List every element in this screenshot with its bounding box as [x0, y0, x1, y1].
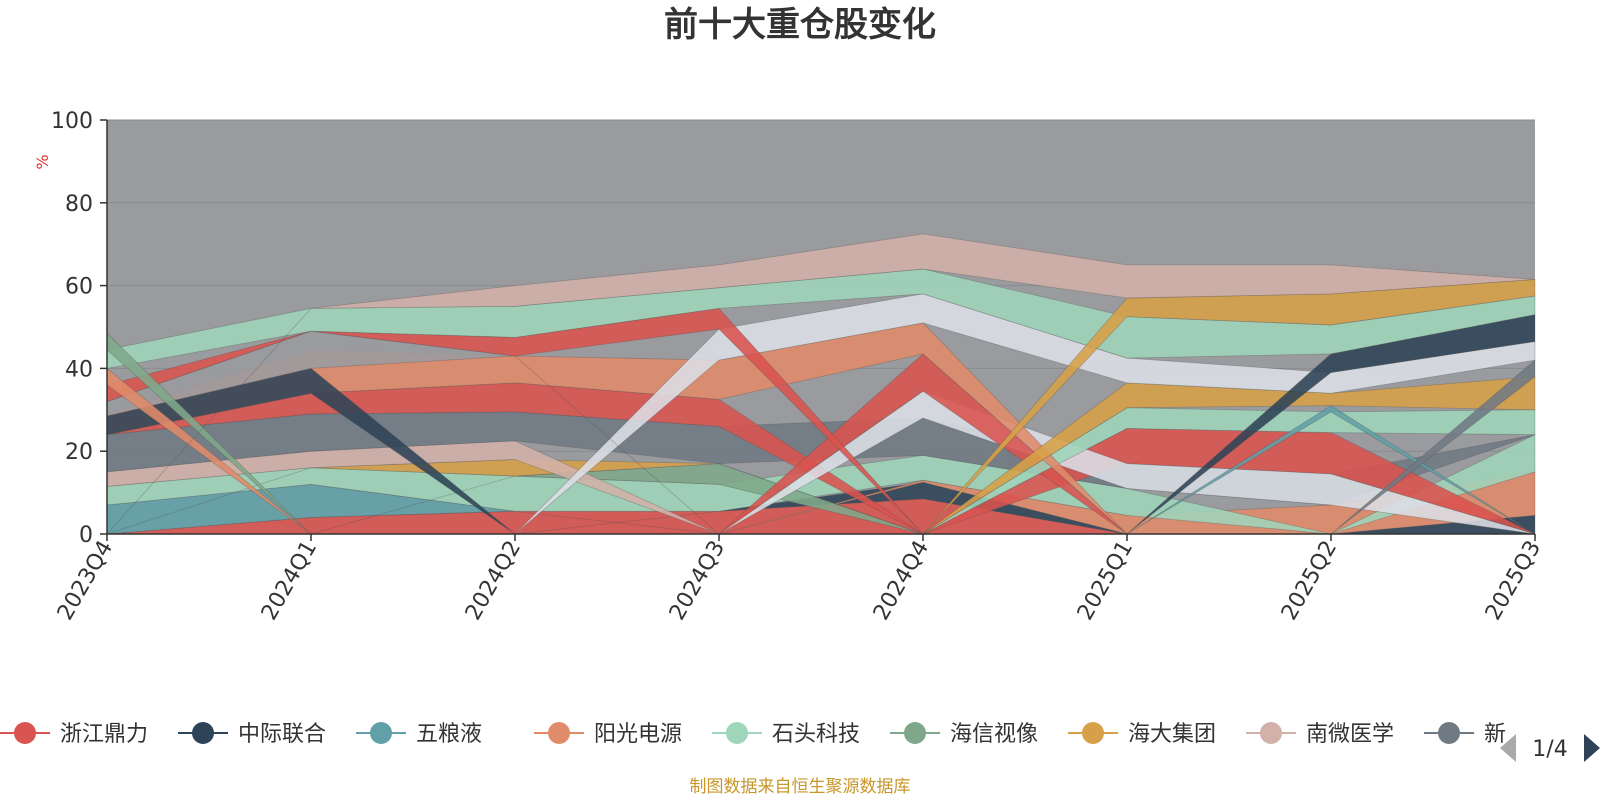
legend-page-indicator: 1/4: [1532, 737, 1567, 762]
legend-item-4[interactable]: 石头科技: [712, 722, 860, 747]
legend-circle-marker: [14, 722, 36, 744]
area-series-1: [107, 481, 1536, 535]
legend-item-1[interactable]: 中际联合: [178, 722, 326, 747]
legend-item-5[interactable]: 海信视像: [890, 722, 1038, 747]
legend: 浙江鼎力 中际联合 五粮液 阳光电源 石头科技 海信视像 海大集团 南微医学 新: [0, 722, 1506, 747]
legend-circle-marker: [726, 722, 748, 744]
legend-pager: 1/4: [1500, 734, 1600, 762]
y-axis-unit-label: %: [33, 154, 52, 169]
plot-area: [106, 119, 1536, 535]
x-tick-label: 2024Q3: [665, 537, 730, 625]
legend-label: 南微医学: [1306, 722, 1394, 747]
legend-label: 浙江鼎力: [60, 722, 148, 747]
y-tick-label: 60: [65, 275, 93, 300]
legend-circle-marker: [904, 722, 926, 744]
x-tick-label: 2024Q2: [461, 537, 526, 625]
legend-label: 海大集团: [1128, 722, 1216, 747]
legend-label: 新: [1484, 722, 1506, 747]
x-tick-label: 2024Q1: [257, 537, 322, 625]
legend-item-6[interactable]: 海大集团: [1068, 722, 1216, 747]
y-tick-label: 40: [65, 357, 93, 382]
legend-label: 中际联合: [238, 722, 326, 747]
x-tick-label: 2025Q2: [1277, 537, 1342, 625]
area-layer-17: [106, 233, 1536, 535]
y-tick-label: 100: [51, 109, 93, 134]
legend-label: 海信视像: [950, 722, 1038, 747]
legend-item-3[interactable]: 阳光电源: [534, 722, 682, 747]
y-tick-label: 0: [79, 523, 93, 548]
legend-item-7[interactable]: 南微医学: [1246, 722, 1394, 747]
x-tick-label: 2025Q3: [1481, 537, 1546, 625]
y-tick-label: 80: [65, 192, 93, 217]
legend-label: 石头科技: [772, 722, 860, 747]
x-tick-label: 2023Q4: [53, 537, 118, 625]
y-tick-label: 20: [65, 440, 93, 465]
legend-circle-marker: [192, 722, 214, 744]
legend-item-8[interactable]: 新: [1424, 722, 1506, 747]
legend-prev-page-icon[interactable]: [1500, 734, 1516, 762]
legend-circle-marker: [1438, 722, 1460, 744]
legend-next-page-icon[interactable]: [1584, 734, 1600, 762]
legend-circle-marker: [1082, 722, 1104, 744]
legend-circle-marker: [1260, 722, 1282, 744]
x-tick-label: 2025Q1: [1073, 537, 1138, 625]
chart-title: 前十大重仓股变化: [664, 5, 936, 45]
area-layer-9: [107, 293, 1536, 535]
x-tick-label: 2024Q4: [869, 537, 934, 625]
legend-label: 阳光电源: [594, 722, 682, 747]
legend-label: 五粮液: [416, 722, 482, 747]
legend-item-0[interactable]: 浙江鼎力: [0, 722, 148, 747]
legend-circle-marker: [548, 722, 570, 744]
legend-circle-marker: [370, 722, 392, 744]
data-source-note: 制图数据来自恒生聚源数据库: [690, 777, 911, 797]
legend-item-2[interactable]: 五粮液: [356, 722, 482, 747]
